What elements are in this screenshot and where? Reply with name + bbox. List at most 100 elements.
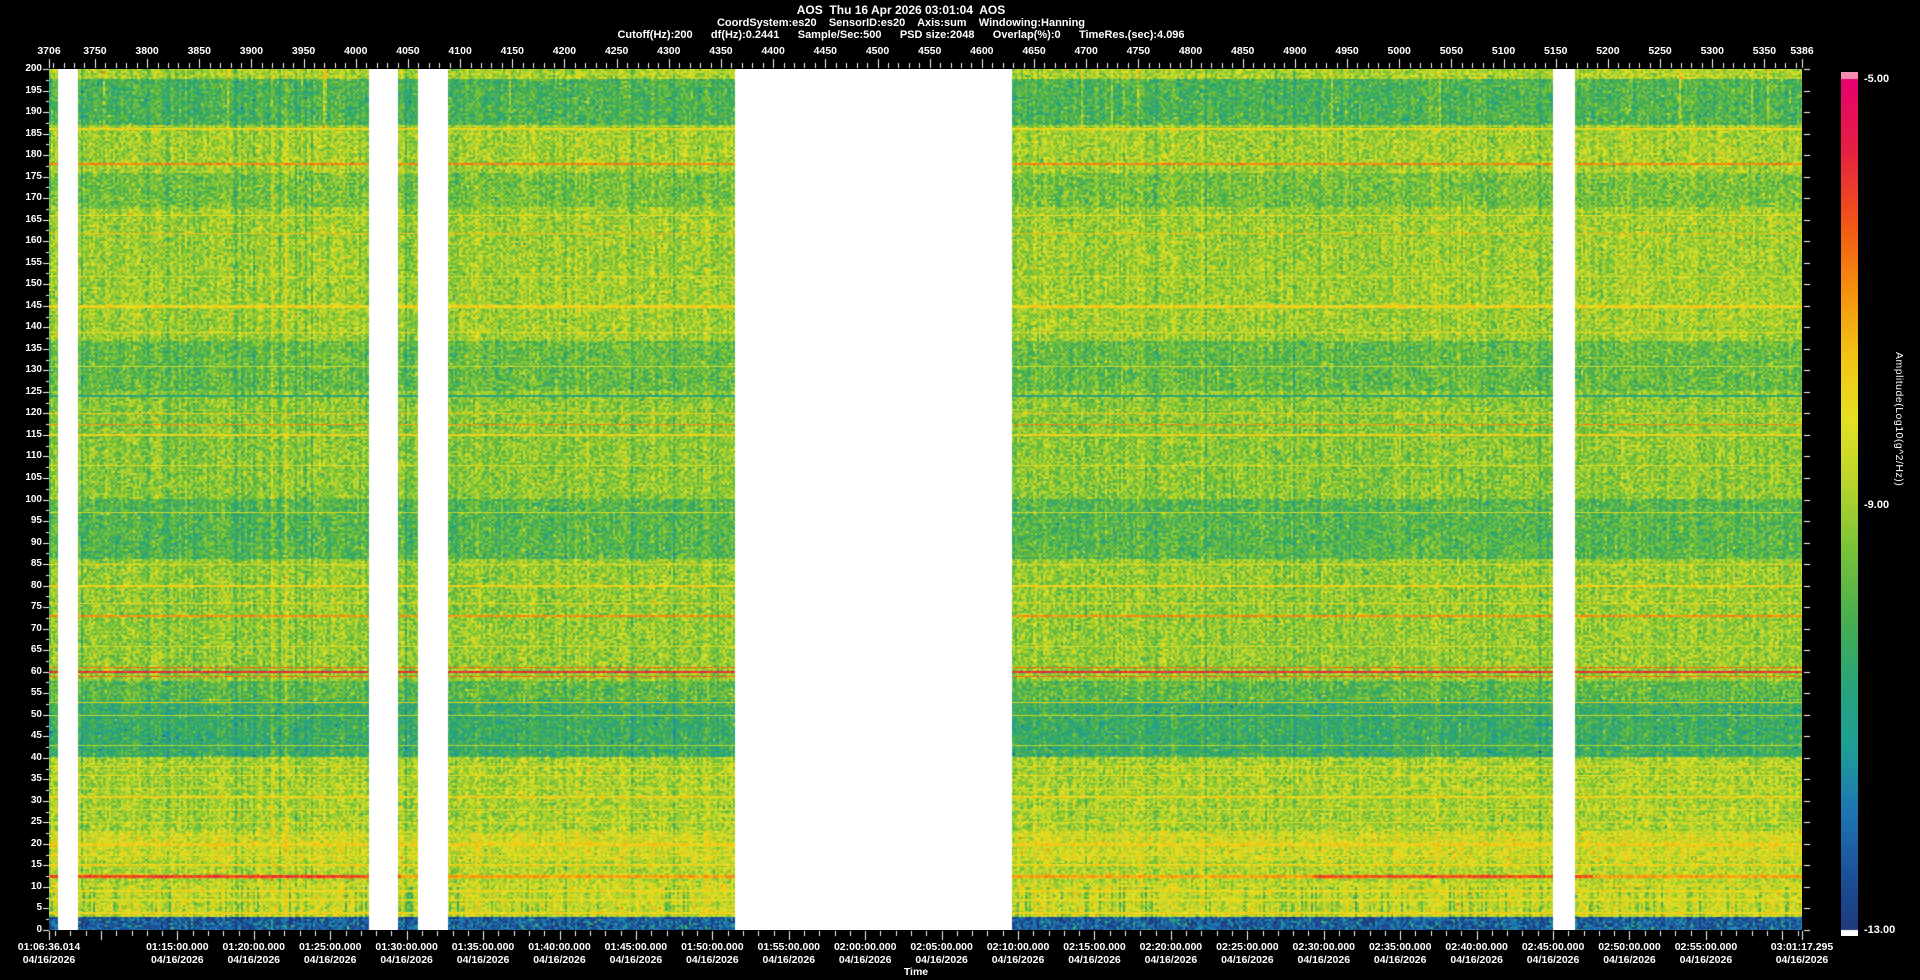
frequency-tick-label: 55 xyxy=(30,687,42,699)
time-tick-label: 02:15:00.000 04/16/2026 xyxy=(1063,941,1126,966)
frequency-tick-label: 150 xyxy=(25,278,42,290)
frequency-tick-label: 135 xyxy=(25,342,42,354)
time-tick-label: 01:40:00.000 04/16/2026 xyxy=(528,941,591,966)
frequency-tick-label: 80 xyxy=(30,579,42,591)
colorbar-tick-label: -5.00 xyxy=(1864,73,1890,85)
time-tick-label: 02:55:00.000 04/16/2026 xyxy=(1674,941,1738,966)
frequency-tick-label: 160 xyxy=(25,235,42,247)
record-tick-label: 3800 xyxy=(135,45,159,57)
time-tick-label: 01:50:00.000 04/16/2026 xyxy=(681,941,744,966)
frequency-tick-label: 115 xyxy=(25,428,42,440)
time-tick-label: 01:06:36.014 04/16/2026 xyxy=(17,941,81,966)
frequency-tick-label: 0 xyxy=(36,924,42,935)
record-tick-label: 4950 xyxy=(1335,45,1359,57)
record-tick-label: 4850 xyxy=(1231,45,1255,57)
record-tick-label: 4050 xyxy=(396,45,420,57)
frequency-tick-label: 195 xyxy=(25,84,42,96)
record-tick-label: 4000 xyxy=(344,45,368,57)
record-tick-label: 4450 xyxy=(813,45,837,57)
time-tick-label: 01:20:00.000 04/16/2026 xyxy=(222,941,285,966)
frequency-tick-label: 25 xyxy=(30,816,42,828)
frequency-tick-label: 200 xyxy=(25,63,42,74)
time-tick-label: 02:35:00.000 04/16/2026 xyxy=(1368,941,1432,966)
record-tick-label: 4250 xyxy=(604,45,629,57)
record-tick-label: 3950 xyxy=(291,45,316,57)
record-tick-label: 5100 xyxy=(1491,45,1516,57)
time-tick-label: 01:35:00.000 04/16/2026 xyxy=(451,941,515,966)
frequency-tick-label: 20 xyxy=(30,837,42,849)
record-tick-label: 3706 xyxy=(37,45,61,57)
frequency-tick-label: 70 xyxy=(30,622,42,634)
frequency-tick-label: 60 xyxy=(30,665,42,677)
time-tick-label: 02:20:00.000 04/16/2026 xyxy=(1139,941,1203,966)
record-tick-label: 4900 xyxy=(1283,45,1307,57)
frequency-tick-label: 180 xyxy=(25,149,42,161)
frequency-tick-label: 140 xyxy=(25,321,42,333)
record-tick-label: 4400 xyxy=(761,45,785,57)
frequency-tick-label: 190 xyxy=(25,106,42,118)
frequency-tick-label: 105 xyxy=(25,471,42,483)
record-tick-label: 4300 xyxy=(657,45,681,57)
frequency-tick-label: 120 xyxy=(25,407,42,419)
record-tick-label: 5350 xyxy=(1752,45,1777,57)
record-tick-label: 5150 xyxy=(1544,45,1568,57)
record-tick-label: 5250 xyxy=(1648,45,1672,57)
record-tick-label: 4350 xyxy=(709,45,733,57)
frequency-tick-label: 170 xyxy=(25,192,42,204)
frequency-tick-label: 110 xyxy=(25,450,42,462)
record-tick-label: 5200 xyxy=(1596,45,1620,57)
time-tick-label: 02:10:00.000 04/16/2026 xyxy=(986,941,1050,966)
record-tick-label: 4150 xyxy=(500,45,524,57)
record-tick-label: 4100 xyxy=(448,45,472,57)
time-axis-title: Time xyxy=(903,966,929,978)
record-tick-label: 3900 xyxy=(239,45,264,57)
frequency-tick-label: 50 xyxy=(30,708,42,720)
record-tick-label: 4600 xyxy=(970,45,994,57)
record-tick-label: 3750 xyxy=(83,45,107,57)
frequency-tick-label: 10 xyxy=(30,880,42,892)
time-tick-label: 01:25:00.000 04/16/2026 xyxy=(298,941,362,966)
time-tick-label: 02:45:00.000 04/16/2026 xyxy=(1521,941,1585,966)
record-tick-label: 4650 xyxy=(1022,45,1046,57)
frequency-tick-label: 95 xyxy=(30,515,42,527)
record-tick-label: 4200 xyxy=(552,45,577,57)
amplitude-axis-title: Amplitude(Log10(g^2/Hz)) xyxy=(1893,352,1905,487)
frequency-tick-label: 30 xyxy=(30,794,42,806)
frequency-tick-label: 65 xyxy=(30,644,42,656)
frequency-tick-label: 185 xyxy=(25,127,42,139)
frequency-tick-label: 85 xyxy=(30,558,42,570)
record-tick-label: 4750 xyxy=(1126,45,1151,57)
record-tick-label: 4550 xyxy=(917,45,942,57)
time-tick-label: 01:45:00.000 04/16/2026 xyxy=(604,941,668,966)
frequency-tick-label: 145 xyxy=(25,299,42,311)
time-tick-label: 02:30:00.000 04/16/2026 xyxy=(1292,941,1356,966)
frequency-tick-label: 165 xyxy=(25,213,42,225)
record-tick-label: 5386 xyxy=(1790,45,1814,57)
record-tick-label: 5300 xyxy=(1700,45,1724,57)
time-tick-label: 02:00:00.000 04/16/2026 xyxy=(833,941,897,966)
frequency-tick-label: 155 xyxy=(25,256,42,268)
time-tick-label: 02:40:00.000 04/16/2026 xyxy=(1445,941,1508,966)
frequency-tick-label: 125 xyxy=(25,385,42,397)
frequency-tick-label: 90 xyxy=(30,536,42,548)
record-tick-label: 5000 xyxy=(1387,45,1411,57)
colorbar-tick-label: -13.00 xyxy=(1864,924,1896,936)
record-tick-label: 4800 xyxy=(1178,45,1203,57)
time-tick-label: 03:01:17.295 04/16/2026 xyxy=(1770,941,1834,966)
record-tick-label: 5050 xyxy=(1439,45,1464,57)
time-tick-label: 01:30:00.000 04/16/2026 xyxy=(375,941,438,966)
frequency-tick-label: 15 xyxy=(30,859,42,871)
frequency-tick-label: 35 xyxy=(30,773,42,785)
frequency-tick-label: 130 xyxy=(25,364,42,376)
frequency-tick-label: 75 xyxy=(30,601,42,613)
frequency-tick-label: 5 xyxy=(36,902,42,914)
time-tick-label: 02:05:00.000 04/16/2026 xyxy=(910,941,973,966)
record-tick-label: 4700 xyxy=(1074,45,1098,57)
frequency-tick-label: 40 xyxy=(30,751,42,763)
time-tick-label: 01:15:00.000 04/16/2026 xyxy=(146,941,209,966)
time-tick-label: 01:55:00.000 04/16/2026 xyxy=(757,941,820,966)
frequency-tick-label: 175 xyxy=(25,170,42,182)
time-tick-label: 02:50:00.000 04/16/2026 xyxy=(1598,941,1661,966)
